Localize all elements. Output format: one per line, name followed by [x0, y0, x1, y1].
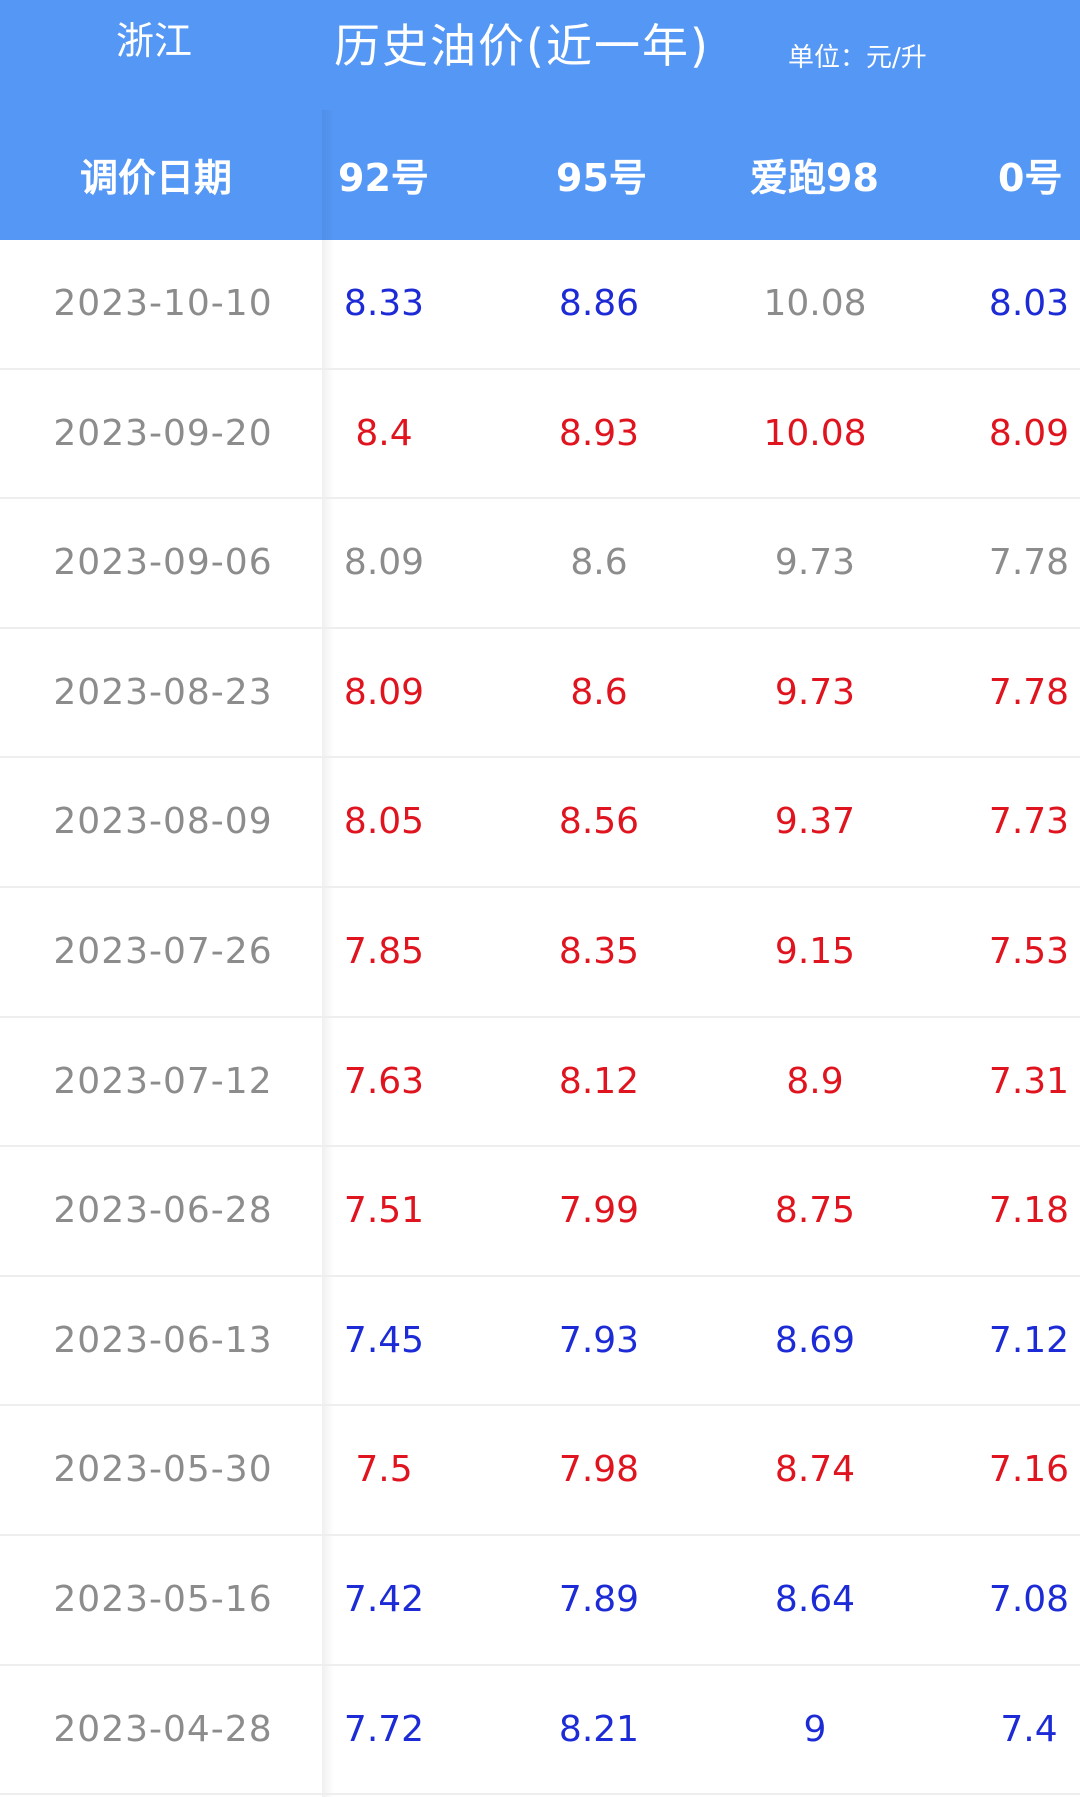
- cell-price-98: 8.75: [774, 1190, 856, 1232]
- cell-date: 2023-07-12: [53, 1060, 273, 1102]
- column-header-95: 95号: [556, 156, 647, 200]
- cell-price-92: 8.4: [355, 412, 413, 454]
- cell-price-92: 8.09: [343, 671, 425, 713]
- cell-price-0: 7.78: [988, 671, 1070, 713]
- price-table-body[interactable]: 2023-10-10 8.33 8.86 10.08 8.03 2023-09-20 8.4…: [0, 240, 1080, 1796]
- table-row[interactable]: 2023-07-12 7.63 8.12 8.9 7.31: [0, 1018, 1080, 1148]
- table-row[interactable]: 2023-06-28 7.51 7.99 8.75 7.18: [0, 1147, 1080, 1277]
- cell-date: 2023-10-10: [53, 283, 273, 324]
- cell-price-0: 7.73: [988, 801, 1070, 843]
- cell-price-95: 7.89: [558, 1578, 640, 1620]
- table-row[interactable]: 2023-07-26 7.85 8.35 9.15 7.53: [0, 888, 1080, 1018]
- cell-price-0: 7.18: [988, 1190, 1070, 1232]
- cell-date: 2023-09-06: [53, 542, 273, 584]
- cell-price-92: 7.51: [343, 1190, 425, 1232]
- table-row[interactable]: 2023-05-16 7.42 7.89 8.64 7.08: [0, 1536, 1080, 1666]
- cell-price-98: 10.08: [763, 412, 867, 454]
- cell-price-0: 7.78: [988, 542, 1070, 584]
- table-row[interactable]: 2023-08-09 8.05 8.56 9.37 7.73: [0, 758, 1080, 888]
- cell-price-95: 8.56: [558, 801, 640, 843]
- column-header-0: 0号: [998, 156, 1063, 200]
- region-label[interactable]: 浙江: [116, 19, 193, 63]
- table-header: 浙江 历史油价(近一年) 单位：元/升 调价日期 92号 95号 爱跑98 0号: [0, 0, 1080, 240]
- cell-price-98: 8.64: [774, 1578, 856, 1620]
- cell-date: 2023-07-26: [53, 930, 273, 972]
- cell-price-92: 7.5: [355, 1449, 413, 1491]
- table-row[interactable]: 2023-09-06 8.09 8.6 9.73 7.78: [0, 499, 1080, 629]
- cell-price-98: 9.15: [774, 930, 856, 972]
- cell-price-95: 7.99: [558, 1190, 640, 1232]
- cell-price-98: 9.73: [774, 542, 856, 584]
- cell-price-0: 7.4: [1000, 1708, 1058, 1750]
- page-title: 历史油价(近一年): [334, 19, 710, 73]
- cell-price-92: 7.45: [343, 1319, 425, 1361]
- cell-price-98: 9: [803, 1708, 827, 1750]
- table-row[interactable]: 2023-05-30 7.5 7.98 8.74 7.16: [0, 1406, 1080, 1536]
- cell-date: 2023-05-16: [53, 1578, 273, 1620]
- cell-price-95: 8.35: [558, 930, 640, 972]
- column-header-date: 调价日期: [80, 156, 233, 200]
- table-row[interactable]: 2023-04-28 7.72 8.21 9 7.4: [0, 1666, 1080, 1796]
- cell-price-95: 8.21: [558, 1708, 640, 1750]
- cell-price-0: 7.12: [988, 1319, 1070, 1361]
- cell-date: 2023-06-28: [53, 1190, 273, 1232]
- cell-price-92: 7.63: [343, 1060, 425, 1102]
- table-row[interactable]: 2023-09-20 8.4 8.93 10.08 8.09: [0, 370, 1080, 500]
- cell-price-98: 9.73: [774, 671, 856, 713]
- cell-price-0: 8.03: [988, 283, 1070, 324]
- cell-date: 2023-04-28: [53, 1708, 273, 1750]
- cell-price-92: 7.72: [343, 1708, 425, 1750]
- cell-price-95: 8.93: [558, 412, 640, 454]
- cell-price-98: 8.74: [774, 1449, 856, 1491]
- cell-price-0: 7.16: [988, 1449, 1070, 1491]
- cell-price-98: 10.08: [763, 283, 867, 324]
- unit-label: 单位：元/升: [788, 43, 927, 73]
- cell-price-95: 8.6: [570, 542, 628, 584]
- cell-price-95: 7.93: [558, 1319, 640, 1361]
- column-header-92: 92号: [338, 156, 429, 200]
- cell-date: 2023-08-23: [53, 671, 273, 713]
- cell-price-92: 8.05: [343, 801, 425, 843]
- cell-price-92: 7.42: [343, 1578, 425, 1620]
- cell-price-0: 7.08: [988, 1578, 1070, 1620]
- cell-price-0: 7.53: [988, 930, 1070, 972]
- cell-price-95: 7.98: [558, 1449, 640, 1491]
- column-header-98: 爱跑98: [750, 156, 879, 200]
- cell-price-98: 9.37: [774, 801, 856, 843]
- cell-date: 2023-08-09: [53, 801, 273, 843]
- table-row[interactable]: 2023-10-10 8.33 8.86 10.08 8.03: [0, 240, 1080, 370]
- cell-price-98: 8.9: [786, 1060, 844, 1102]
- cell-price-92: 8.09: [343, 542, 425, 584]
- cell-price-0: 7.31: [988, 1060, 1070, 1102]
- table-row[interactable]: 2023-08-23 8.09 8.6 9.73 7.78: [0, 629, 1080, 759]
- table-row[interactable]: 2023-06-13 7.45 7.93 8.69 7.12: [0, 1277, 1080, 1407]
- cell-price-95: 8.86: [558, 283, 640, 324]
- cell-price-95: 8.6: [570, 671, 628, 713]
- cell-price-92: 8.33: [343, 283, 425, 324]
- cell-price-0: 8.09: [988, 412, 1070, 454]
- cell-date: 2023-09-20: [53, 412, 273, 454]
- cell-date: 2023-05-30: [53, 1449, 273, 1491]
- cell-date: 2023-06-13: [53, 1319, 273, 1361]
- frozen-column-shadow: [322, 110, 334, 1797]
- cell-price-95: 8.12: [558, 1060, 640, 1102]
- cell-price-98: 8.69: [774, 1319, 856, 1361]
- cell-price-92: 7.85: [343, 930, 425, 972]
